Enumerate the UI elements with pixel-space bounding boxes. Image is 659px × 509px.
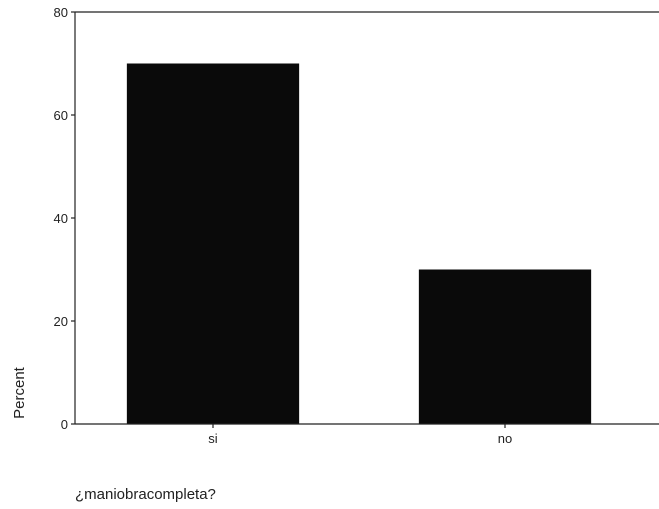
bar-no xyxy=(418,269,592,424)
bar-si xyxy=(126,63,300,424)
bars xyxy=(126,63,592,424)
y-tick-label: 80 xyxy=(54,5,68,20)
y-tick-label: 0 xyxy=(61,417,68,432)
x-axis-title: ¿maniobracompleta? xyxy=(75,486,216,503)
y-axis-title: Percent xyxy=(11,366,28,419)
y-tick-label: 60 xyxy=(54,108,68,123)
x-axis-ticks: si no xyxy=(208,424,512,446)
x-tick-label-no: no xyxy=(498,431,512,446)
y-tick-label: 20 xyxy=(54,314,68,329)
y-axis-ticks: 0 20 40 60 80 xyxy=(54,5,75,432)
x-tick-label-si: si xyxy=(208,431,218,446)
y-tick-label: 40 xyxy=(54,211,68,226)
